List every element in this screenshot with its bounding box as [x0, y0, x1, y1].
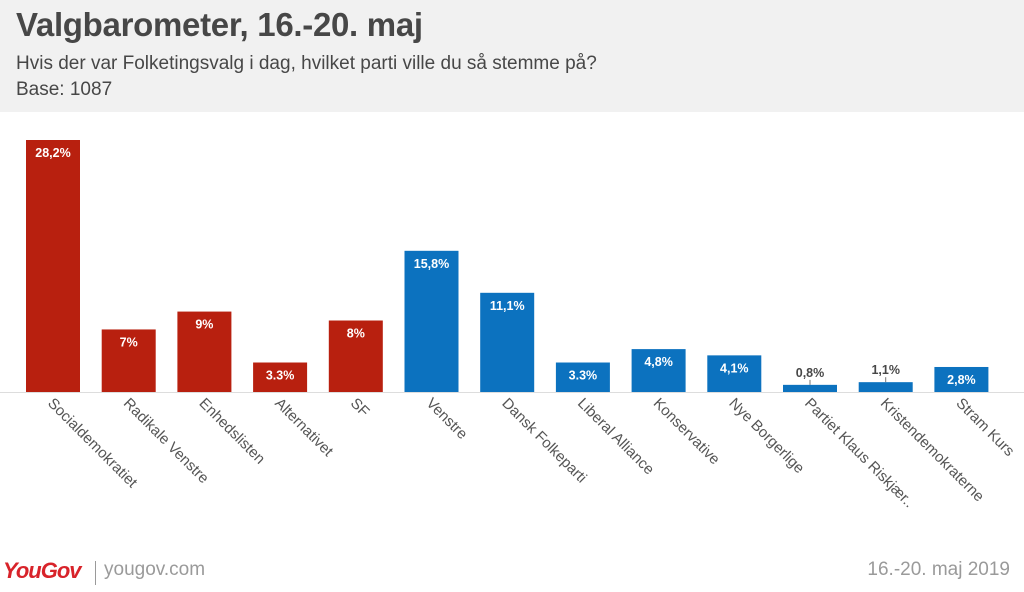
bar-7 — [555, 362, 610, 392]
value-label-9: 4,1% — [720, 361, 749, 375]
footer-site-link[interactable]: yougov.com — [104, 559, 206, 580]
sample-base: Base: 1087 — [16, 79, 113, 100]
bar-11 — [858, 382, 913, 392]
value-label-5: 15,8% — [414, 257, 449, 271]
category-label-8: Konservative — [650, 395, 723, 468]
bar-0 — [26, 140, 80, 392]
bar-5 — [404, 250, 459, 392]
category-label-3: Alternativet — [271, 395, 337, 461]
value-label-0: 28,2% — [35, 146, 70, 160]
yougov-logo: YouGov — [3, 558, 82, 583]
value-label-4: 8% — [347, 327, 365, 341]
footer-date: 16.-20. maj 2019 — [867, 559, 1010, 580]
bar-12 — [934, 366, 989, 392]
header-band: Valgbarometer, 16.-20. maj Hvis der var … — [0, 0, 1024, 112]
category-label-2: Enhedslisten — [196, 395, 269, 468]
value-label-6: 11,1% — [490, 299, 525, 313]
category-label-7: Liberal Alliance — [574, 395, 657, 478]
bar-2 — [177, 311, 232, 392]
bar-8 — [631, 349, 686, 392]
category-label-9: Nye Borgerlige — [725, 395, 807, 477]
footer-divider — [95, 561, 96, 585]
bar-10 — [783, 384, 837, 392]
chart-title: Valgbarometer, 16.-20. maj — [16, 6, 423, 43]
bar-3 — [253, 362, 308, 392]
value-label-3: 3.3% — [266, 369, 295, 383]
bar-6 — [480, 292, 535, 392]
bar-4 — [328, 320, 383, 392]
chart-subtitle: Hvis der var Folketingsvalg i dag, hvilk… — [16, 53, 597, 74]
value-label-8: 4,8% — [644, 355, 673, 369]
value-label-11: 1,1% — [871, 363, 900, 377]
value-label-1: 7% — [120, 335, 138, 349]
value-label-10: 0,8% — [796, 366, 825, 380]
value-label-7: 3.3% — [569, 369, 598, 383]
bar-9 — [707, 355, 762, 392]
value-label-2: 9% — [195, 318, 213, 332]
value-label-12: 2,8% — [947, 373, 976, 387]
category-label-5: Venstre — [423, 395, 471, 443]
bar-1 — [101, 329, 156, 392]
category-label-12: Stram Kurs — [953, 395, 1018, 460]
category-label-4: SF — [347, 395, 373, 421]
